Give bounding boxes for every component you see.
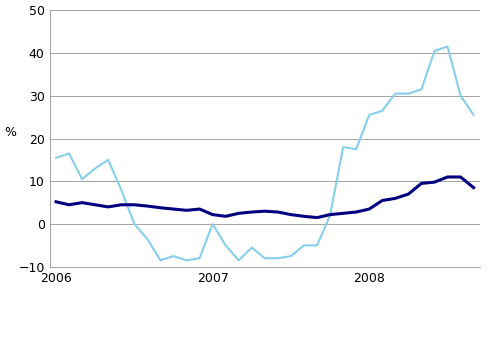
Kokonaisindeksi — [471, 186, 477, 190]
Poltto- ja voiteluaineet — [340, 145, 346, 149]
Kokonaisindeksi — [340, 211, 346, 215]
Poltto- ja voiteluaineet — [223, 244, 229, 248]
Kokonaisindeksi — [275, 210, 281, 214]
Kokonaisindeksi — [314, 215, 320, 220]
Poltto- ja voiteluaineet — [418, 87, 424, 91]
Poltto- ja voiteluaineet — [53, 156, 59, 160]
Poltto- ja voiteluaineet — [445, 44, 450, 49]
Kokonaisindeksi — [92, 203, 98, 207]
Kokonaisindeksi — [366, 207, 372, 211]
Kokonaisindeksi — [184, 208, 190, 212]
Kokonaisindeksi — [197, 207, 202, 211]
Poltto- ja voiteluaineet — [249, 246, 255, 250]
Kokonaisindeksi — [393, 196, 398, 200]
Poltto- ja voiteluaineet — [79, 177, 85, 181]
Kokonaisindeksi — [405, 192, 411, 196]
Poltto- ja voiteluaineet — [145, 237, 150, 241]
Kokonaisindeksi — [66, 203, 72, 207]
Poltto- ja voiteluaineet — [353, 147, 359, 151]
Kokonaisindeksi — [301, 214, 307, 219]
Poltto- ja voiteluaineet — [210, 222, 216, 226]
Kokonaisindeksi — [418, 181, 424, 185]
Poltto- ja voiteluaineet — [262, 256, 268, 260]
Poltto- ja voiteluaineet — [275, 256, 281, 260]
Poltto- ja voiteluaineet — [405, 92, 411, 96]
Kokonaisindeksi — [223, 214, 229, 219]
Poltto- ja voiteluaineet — [379, 109, 385, 113]
Kokonaisindeksi — [105, 205, 111, 209]
Kokonaisindeksi — [445, 175, 450, 179]
Kokonaisindeksi — [170, 207, 176, 211]
Poltto- ja voiteluaineet — [157, 258, 163, 262]
Poltto- ja voiteluaineet — [366, 113, 372, 117]
Kokonaisindeksi — [262, 209, 268, 213]
Kokonaisindeksi — [249, 210, 255, 214]
Kokonaisindeksi — [79, 200, 85, 205]
Poltto- ja voiteluaineet — [301, 244, 307, 248]
Poltto- ja voiteluaineet — [393, 92, 398, 96]
Poltto- ja voiteluaineet — [432, 49, 438, 53]
Poltto- ja voiteluaineet — [118, 188, 124, 192]
Y-axis label: %: % — [4, 126, 16, 139]
Kokonaisindeksi — [288, 213, 294, 217]
Poltto- ja voiteluaineet — [131, 222, 137, 226]
Kokonaisindeksi — [457, 175, 463, 179]
Poltto- ja voiteluaineet — [314, 244, 320, 248]
Kokonaisindeksi — [327, 213, 333, 217]
Kokonaisindeksi — [118, 203, 124, 207]
Kokonaisindeksi — [432, 180, 438, 184]
Poltto- ja voiteluaineet — [170, 254, 176, 258]
Kokonaisindeksi — [145, 204, 150, 208]
Line: Kokonaisindeksi: Kokonaisindeksi — [56, 177, 474, 218]
Kokonaisindeksi — [236, 211, 242, 215]
Kokonaisindeksi — [210, 213, 216, 217]
Poltto- ja voiteluaineet — [327, 213, 333, 218]
Poltto- ja voiteluaineet — [66, 152, 72, 156]
Poltto- ja voiteluaineet — [92, 167, 98, 171]
Poltto- ja voiteluaineet — [105, 158, 111, 162]
Poltto- ja voiteluaineet — [197, 256, 202, 260]
Kokonaisindeksi — [157, 206, 163, 210]
Line: Poltto- ja voiteluaineet: Poltto- ja voiteluaineet — [56, 47, 474, 260]
Poltto- ja voiteluaineet — [457, 94, 463, 98]
Poltto- ja voiteluaineet — [236, 258, 242, 262]
Poltto- ja voiteluaineet — [288, 254, 294, 258]
Poltto- ja voiteluaineet — [184, 258, 190, 262]
Kokonaisindeksi — [53, 200, 59, 204]
Kokonaisindeksi — [353, 210, 359, 214]
Kokonaisindeksi — [379, 198, 385, 202]
Kokonaisindeksi — [131, 203, 137, 207]
Poltto- ja voiteluaineet — [471, 113, 477, 117]
